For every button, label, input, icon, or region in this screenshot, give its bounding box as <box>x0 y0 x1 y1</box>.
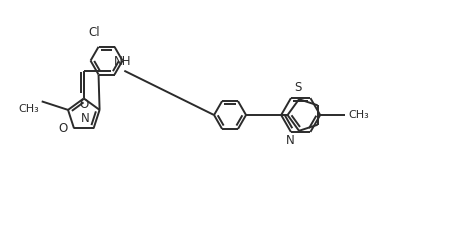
Text: NH: NH <box>113 55 131 68</box>
Text: CH₃: CH₃ <box>18 104 39 114</box>
Text: CH₃: CH₃ <box>348 110 369 120</box>
Text: S: S <box>294 81 302 94</box>
Text: N: N <box>286 134 295 147</box>
Text: O: O <box>79 98 88 111</box>
Text: Cl: Cl <box>89 26 100 39</box>
Text: N: N <box>81 113 90 126</box>
Text: O: O <box>59 122 68 135</box>
